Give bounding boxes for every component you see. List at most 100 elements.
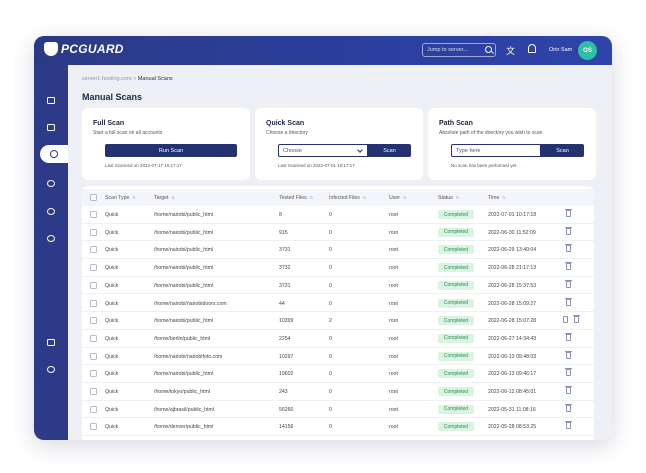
cell-tested-files: 3731: [279, 282, 291, 289]
sidebar-item-settings[interactable]: [43, 231, 59, 245]
row-checkbox[interactable]: [90, 299, 97, 307]
table-row[interactable]: Quick/home/nairobi/public_html 915 0 root Co…: [82, 224, 594, 242]
table-row[interactable]: Quick/home/nairobi/public_html 3731 0 root C…: [82, 241, 594, 260]
row-checkbox[interactable]: [90, 388, 97, 395]
table-row[interactable]: Quick/home/ajbrasil/public_html 56260 0 roo…: [82, 401, 594, 419]
row-checkbox[interactable]: [90, 317, 97, 325]
trash-icon[interactable]: [565, 226, 572, 235]
sidebar-item-scans[interactable]: [40, 145, 68, 163]
header-infected-files[interactable]: Infected Files ⇅: [329, 195, 367, 201]
row-checkbox[interactable]: [90, 334, 97, 342]
trash-icon[interactable]: [565, 279, 572, 288]
trash-icon[interactable]: [565, 421, 572, 430]
cell-tested-files: 44: [279, 300, 285, 307]
table-row[interactable]: Quick/home/nairobi/public_html 10399 2 root…: [82, 312, 594, 330]
row-checkbox[interactable]: [90, 405, 97, 413]
logo-text: PCGUARD: [61, 42, 124, 56]
search-icon[interactable]: [485, 46, 492, 53]
row-checkbox[interactable]: [90, 246, 97, 254]
table-header: Scan Type ⇅ Target ⇅ Tested Files ⇅ Infecte…: [82, 189, 594, 206]
image-icon: [47, 123, 55, 131]
trash-icon[interactable]: [565, 244, 572, 253]
table-row[interactable]: Quick/home/nairobi/public_html 8 0 root Comp…: [82, 206, 594, 224]
table-row[interactable]: Quick/home/nairobi/public_html 3731 0 root C…: [82, 277, 594, 295]
trash-icon[interactable]: [565, 350, 572, 359]
breadcrumb-server[interactable]: server1.hosting.com: [82, 76, 132, 82]
trash-icon[interactable]: [565, 403, 572, 412]
header-target[interactable]: Target ⇅: [154, 195, 175, 201]
row-checkbox[interactable]: [90, 352, 97, 360]
path-scan-button[interactable]: Scan: [541, 144, 584, 157]
trash-icon[interactable]: [565, 386, 572, 394]
cell-user: root: [389, 406, 398, 413]
sidebar-item-docs[interactable]: [43, 335, 59, 349]
full-scan-title: Full Scan: [93, 120, 125, 127]
status-badge: Completed: [438, 263, 474, 273]
trash-icon[interactable]: [573, 315, 580, 324]
table-row[interactable]: Quick/home/nairobi/nairobifoto.com 10297 0…: [82, 348, 594, 366]
logo[interactable]: PCGUARD: [44, 42, 124, 56]
sidebar-item-security[interactable]: [43, 176, 59, 190]
trash-icon[interactable]: [565, 297, 572, 306]
table-row[interactable]: Quick/home/nairobi/public_html 19602 0 root…: [82, 365, 594, 383]
cell-time: 2022-06-28 15:07:28: [488, 318, 537, 325]
trash-icon[interactable]: [565, 368, 572, 377]
scan-icon: [50, 150, 58, 158]
header-status[interactable]: Status ⇅: [438, 195, 460, 201]
cell-time: 2022-06-13 09:48:03: [488, 353, 537, 360]
sidebar-item-info[interactable]: [43, 362, 59, 376]
row-checkbox[interactable]: [90, 211, 97, 218]
language-icon[interactable]: 文: [506, 46, 516, 56]
cell-target: /home/nairobi/public_html: [154, 212, 214, 218]
quick-scan-last-scanned: Last Scanned on 2022-07-01 10:17:17: [278, 163, 355, 168]
table-row[interactable]: Quick/home/denver/public_html 14156 0 root C…: [82, 418, 594, 437]
trash-icon[interactable]: [565, 262, 572, 271]
path-scan-card: Path Scan Absolute path of the directory…: [428, 108, 596, 180]
status-badge: Completed: [438, 333, 474, 343]
path-input[interactable]: Type here: [451, 144, 541, 157]
row-checkbox[interactable]: [90, 370, 97, 378]
header-tested-files[interactable]: Tested Files ⇅: [279, 195, 314, 201]
cell-user: root: [389, 318, 398, 325]
row-checkbox[interactable]: [90, 423, 97, 431]
header-time[interactable]: Time ⇅: [488, 195, 506, 201]
status-badge: Completed: [438, 387, 474, 396]
header-user[interactable]: User ⇅: [389, 195, 407, 201]
shield-icon: [47, 179, 55, 187]
row-checkbox[interactable]: [90, 264, 97, 272]
select-all-checkbox[interactable]: [90, 194, 97, 201]
cell-user: root: [389, 265, 398, 272]
full-scan-last-scanned: Last Scanned on 2022-07-17 10:17:17: [105, 163, 182, 168]
table-row[interactable]: Quick/home/nairobi/nairobidoors.com 44 0 ro…: [82, 295, 594, 313]
row-checkbox[interactable]: [90, 228, 97, 236]
header-scan-type[interactable]: Scan Type ⇅: [105, 195, 136, 201]
cell-time: 2022-06-13 09:46:17: [488, 371, 537, 378]
avatar[interactable]: OS: [578, 41, 597, 60]
directory-select-value: Choose: [283, 147, 302, 154]
sidebar-item-premium[interactable]: [43, 204, 59, 218]
cell-user: root: [389, 212, 398, 218]
table-row[interactable]: Quick/home/tokyo/public_html 243 0 root Comp…: [82, 383, 594, 401]
trash-icon[interactable]: [565, 332, 572, 341]
quick-scan-button[interactable]: Scan: [368, 144, 411, 157]
settings-icon: [47, 234, 55, 242]
sidebar-item-images[interactable]: [43, 120, 59, 134]
status-badge: Completed: [438, 280, 474, 290]
search-input[interactable]: [427, 47, 485, 53]
file-icon[interactable]: [563, 316, 568, 324]
cell-tested-files: 10399: [279, 318, 294, 325]
table-row[interactable]: Quick/home/berlin/public_html 2254 0 root Co…: [82, 330, 594, 348]
table-row[interactable]: Quick/home/nairobi/public_html 3732 0 root C…: [82, 259, 594, 277]
trash-icon[interactable]: [565, 209, 572, 217]
cell-target: /home/nairobi/public_html: [154, 247, 214, 254]
bell-icon[interactable]: [528, 44, 536, 53]
sidebar-item-dashboard[interactable]: [43, 93, 59, 107]
cell-tested-files: 14156: [279, 424, 294, 431]
chevron-down-icon: [357, 147, 363, 153]
username[interactable]: Orin Sam: [549, 47, 573, 53]
cell-scan-type: Quick: [105, 265, 119, 272]
run-scan-button[interactable]: Run Scan: [105, 144, 237, 157]
row-checkbox[interactable]: [90, 281, 97, 289]
cell-infected-files: 0: [329, 406, 332, 413]
directory-select[interactable]: Choose: [278, 144, 368, 157]
